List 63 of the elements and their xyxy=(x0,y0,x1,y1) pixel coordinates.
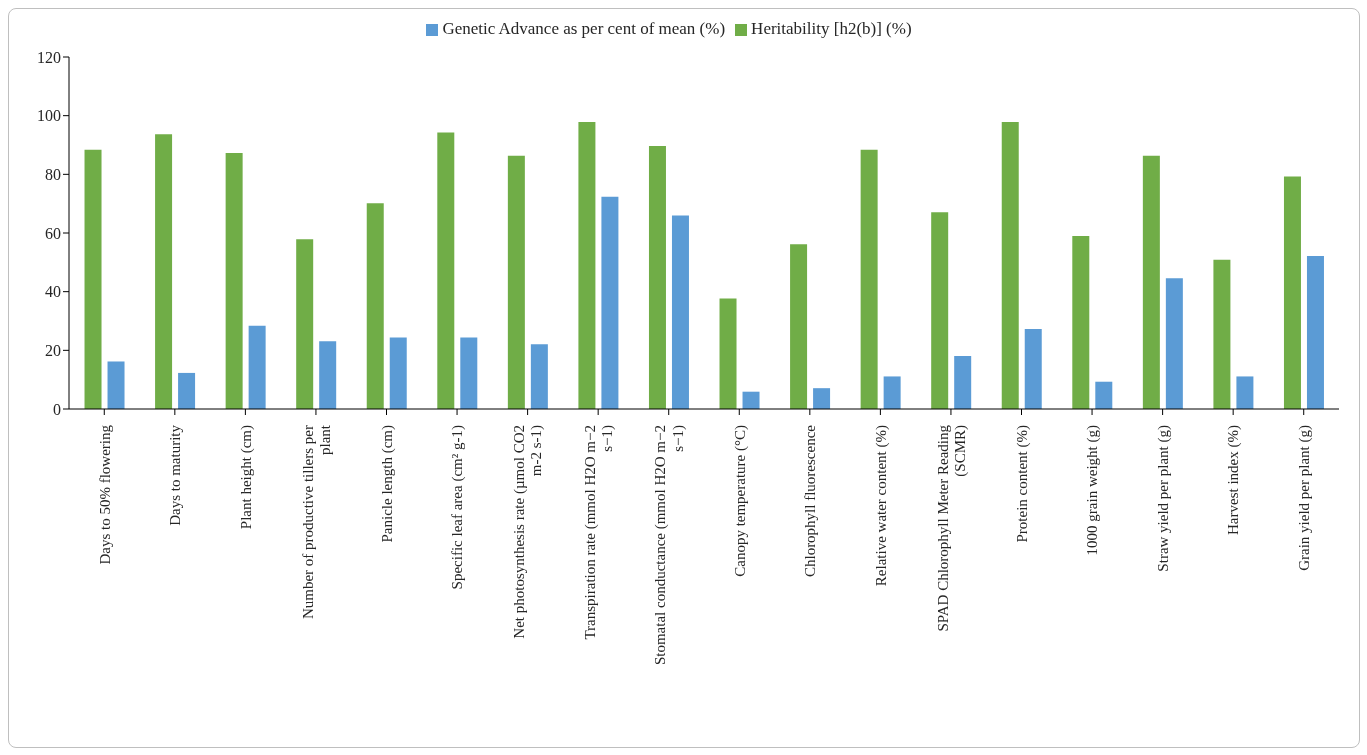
bar xyxy=(178,372,196,409)
bar xyxy=(1142,155,1160,409)
x-tick-label: Number of productive tillers per plant xyxy=(299,424,333,620)
x-tick-label: Chlorophyll fluorescence xyxy=(802,424,819,578)
y-tick-label: 120 xyxy=(37,48,61,66)
bar xyxy=(742,391,760,409)
bar xyxy=(1095,381,1113,409)
bar xyxy=(813,388,831,409)
bar xyxy=(366,203,384,409)
x-tick-label: Net photosynthesis rate (µmol CO2 m-2 s-1) xyxy=(511,425,546,639)
x-tick-label: Grain yield per plant (g) xyxy=(1295,425,1313,571)
bar xyxy=(530,344,548,409)
x-tick-label: Days to 50% flowering xyxy=(96,424,113,565)
bar xyxy=(954,355,972,409)
bar xyxy=(248,325,266,409)
bar xyxy=(1213,259,1231,409)
bar xyxy=(860,149,878,409)
x-tick-label: Straw yield per plant (g) xyxy=(1154,425,1172,572)
bar xyxy=(1001,122,1019,409)
y-tick-label: 40 xyxy=(45,283,61,301)
bar xyxy=(460,337,478,409)
bar xyxy=(578,122,596,409)
bar xyxy=(1236,376,1254,409)
bar xyxy=(601,196,619,409)
y-tick-label: 20 xyxy=(45,342,61,360)
x-tick-label: Protein content (%) xyxy=(1013,425,1031,543)
bar xyxy=(719,298,737,409)
bar xyxy=(319,341,337,409)
bar xyxy=(437,132,455,409)
y-tick-label: 0 xyxy=(53,400,61,418)
bar xyxy=(790,244,808,409)
bar xyxy=(84,149,102,409)
bar xyxy=(225,152,243,409)
x-tick-label: Specific leaf area (cm² g-1) xyxy=(449,425,467,590)
y-tick-label: 80 xyxy=(45,166,61,184)
bar xyxy=(931,212,949,409)
bar xyxy=(296,239,314,409)
bar xyxy=(1165,278,1183,409)
bar xyxy=(507,155,525,409)
bar xyxy=(883,376,901,409)
bar xyxy=(1306,255,1324,409)
y-tick-label: 100 xyxy=(37,107,61,125)
legend-label: Heritability [h2(b)] (%) xyxy=(751,19,912,38)
bar xyxy=(648,145,666,409)
x-tick-label: Panicle length (cm) xyxy=(378,425,396,543)
bar xyxy=(671,215,689,409)
x-tick-label: Relative water content (%) xyxy=(872,425,890,587)
legend-label: Genetic Advance as per cent of mean (%) xyxy=(442,19,726,38)
x-tick-label: Stomatal conductance (mmol H2O m−2 s−1) xyxy=(652,425,687,666)
bar xyxy=(389,337,407,409)
bar xyxy=(1024,328,1042,409)
x-tick-label: SPAD Chlorophyll Meter Reading (SCMR) xyxy=(934,424,969,632)
x-tick-label: Days to maturity xyxy=(167,424,184,526)
bar xyxy=(1072,235,1090,409)
x-tick-label: 1000 grain weight (g) xyxy=(1084,425,1102,556)
x-tick-label: Transpiration rate (mmol H2O m−2 s−1) xyxy=(581,425,617,640)
x-tick-label: Canopy temperature (°C) xyxy=(731,425,749,577)
bar xyxy=(1283,176,1301,409)
x-tick-label: Harvest index (%) xyxy=(1225,425,1243,535)
y-tick-label: 60 xyxy=(45,224,61,242)
bar xyxy=(155,134,173,409)
x-tick-label: Plant height (cm) xyxy=(237,425,255,530)
bar xyxy=(107,361,125,409)
